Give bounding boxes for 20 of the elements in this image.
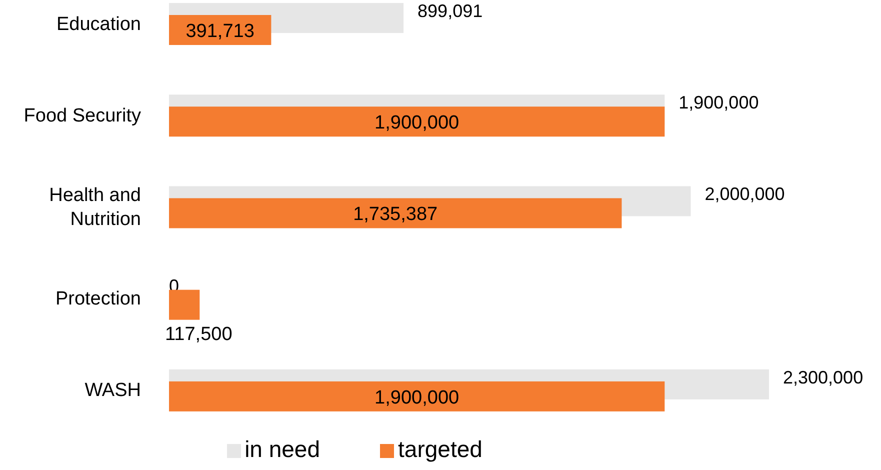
- data-label: 1,900,000: [678, 92, 759, 113]
- legend-label: targeted: [398, 436, 482, 462]
- bar: [169, 290, 200, 320]
- data-label: 117,500: [165, 324, 232, 345]
- data-label: 1,735,387: [353, 204, 438, 226]
- y-tick-label: Education: [56, 14, 141, 35]
- data-label: 391,713: [186, 21, 254, 42]
- legend-label: in need: [244, 436, 320, 462]
- data-label: 1,900,000: [374, 387, 460, 408]
- bar: [169, 106, 665, 137]
- y-tick-label: Food Security: [24, 105, 142, 126]
- data-label: 899,091: [418, 1, 483, 21]
- y-tick-label: WASH: [84, 380, 141, 402]
- y-tick-label: Protection: [55, 288, 141, 310]
- bar: [169, 198, 622, 228]
- bar: [169, 381, 665, 412]
- data-label: 2,000,000: [704, 184, 785, 204]
- data-label: 1,900,000: [374, 112, 460, 134]
- y-tick-label: Health and Nutrition: [49, 185, 141, 230]
- data-label: 2,300,000: [783, 367, 864, 388]
